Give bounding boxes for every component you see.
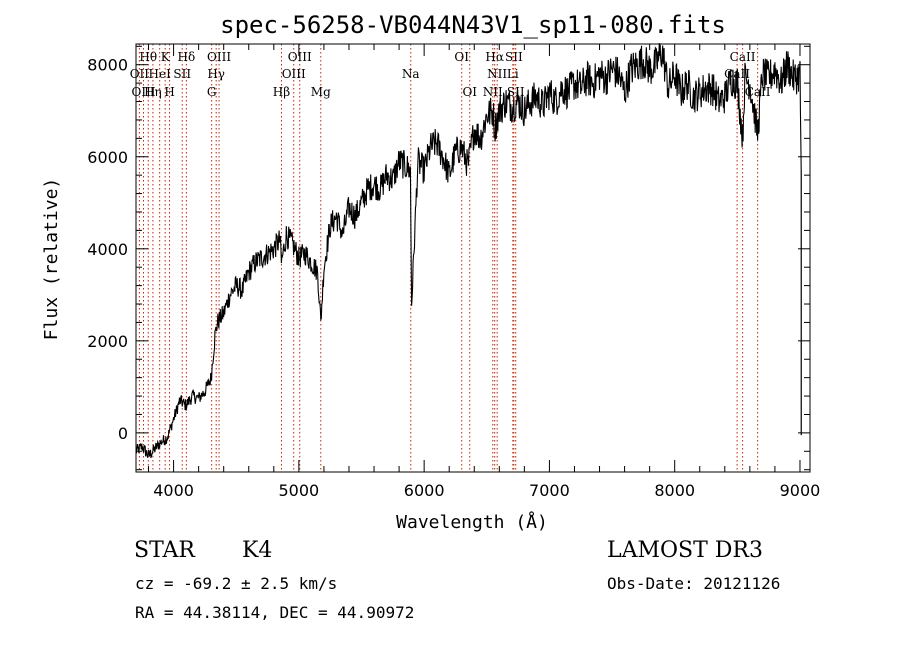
line-label: CaII: [730, 50, 756, 64]
line-label: K: [161, 50, 171, 64]
axes: 4000 5000 6000 7000 8000 9000 0 2000 4000 6000 800…: [87, 44, 820, 500]
line-label: Hη: [144, 85, 162, 99]
flux-series: [135, 43, 802, 459]
coordinates: RA = 44.38114, DEC = 44.90972: [135, 603, 415, 622]
line-label: Li: [507, 67, 519, 81]
line-label: Hα: [485, 50, 504, 64]
x-tick-label: 8000: [654, 481, 695, 500]
line-label: Hγ: [207, 67, 225, 81]
line-label: H: [164, 85, 174, 99]
x-tick-label: 7000: [529, 481, 570, 500]
line-label: OIII: [288, 50, 312, 64]
line-label: OI: [462, 85, 477, 99]
y-axis-label: Flux (relative): [41, 178, 62, 341]
object-class: STAR: [134, 538, 195, 563]
redshift-velocity: cz = -69.2 ± 2.5 km/s: [135, 574, 338, 593]
observation-date: Obs-Date: 20121126: [607, 574, 781, 593]
chart-title: spec-56258-VB044N43V1_sp11-080.fits: [220, 11, 726, 39]
line-label: Mg: [311, 85, 331, 99]
line-label: NII: [487, 67, 507, 81]
survey-name: LAMOST DR3: [607, 538, 763, 563]
x-tick-label: 5000: [279, 481, 320, 500]
spectral-line-markers: [138, 44, 759, 472]
line-label: G: [207, 85, 217, 99]
x-tick-label: 4000: [153, 481, 194, 500]
y-tick-label: 2000: [87, 332, 128, 351]
line-label: Hθ: [139, 50, 157, 64]
line-label: OIII: [207, 50, 231, 64]
line-label: Hβ: [273, 85, 290, 99]
x-tick-label: 6000: [404, 481, 445, 500]
line-label: NII: [483, 85, 503, 99]
y-tick-label: 4000: [87, 240, 128, 259]
line-label: SII: [505, 50, 523, 64]
line-label: SII: [173, 67, 191, 81]
line-label: OII: [130, 67, 150, 81]
line-label: OIII: [131, 85, 155, 99]
object-subclass: K4: [242, 538, 273, 563]
line-label: HeI: [149, 67, 172, 81]
y-tick-label: 8000: [87, 56, 128, 75]
line-label: SII: [507, 85, 525, 99]
plot-frame: [135, 43, 811, 473]
line-label: Hδ: [178, 50, 196, 64]
line-label: OI: [454, 50, 469, 64]
y-tick-label: 0: [118, 424, 128, 443]
x-axis-label: Wavelength (Å): [396, 511, 548, 533]
line-label: OIII: [282, 67, 306, 81]
flux-line: [135, 43, 802, 459]
x-tick-label: 9000: [780, 481, 821, 500]
line-label: Na: [402, 67, 420, 81]
y-tick-label: 6000: [87, 148, 128, 167]
